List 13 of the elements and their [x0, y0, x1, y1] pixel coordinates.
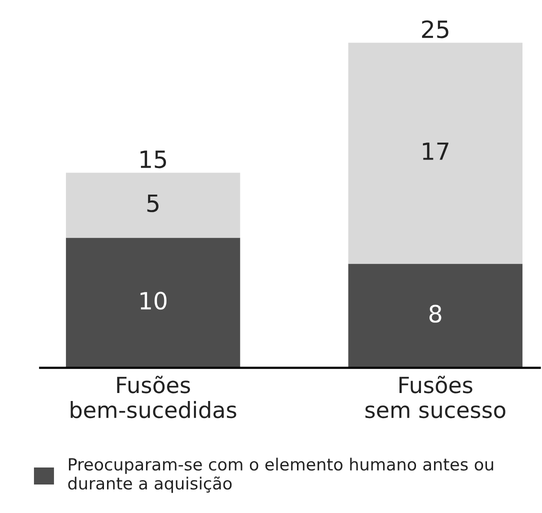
total-label: 25 [422, 20, 448, 38]
data-label: 5 [147, 194, 158, 212]
bar [66, 172, 240, 238]
data-label: 17 [422, 142, 448, 160]
total-label: 15 [140, 150, 166, 168]
legend-label: Preocuparam-se com o elemento humano antes ou durante a aquisição [68, 458, 494, 493]
x-tick-label: Fusões bem-sucedidas [70, 376, 236, 418]
bar [348, 42, 522, 264]
x-tick-label: Fusões sem sucesso [365, 376, 506, 418]
data-label: 10 [140, 292, 166, 310]
data-label: 8 [429, 304, 442, 323]
bar [348, 264, 522, 368]
bar [66, 238, 240, 368]
